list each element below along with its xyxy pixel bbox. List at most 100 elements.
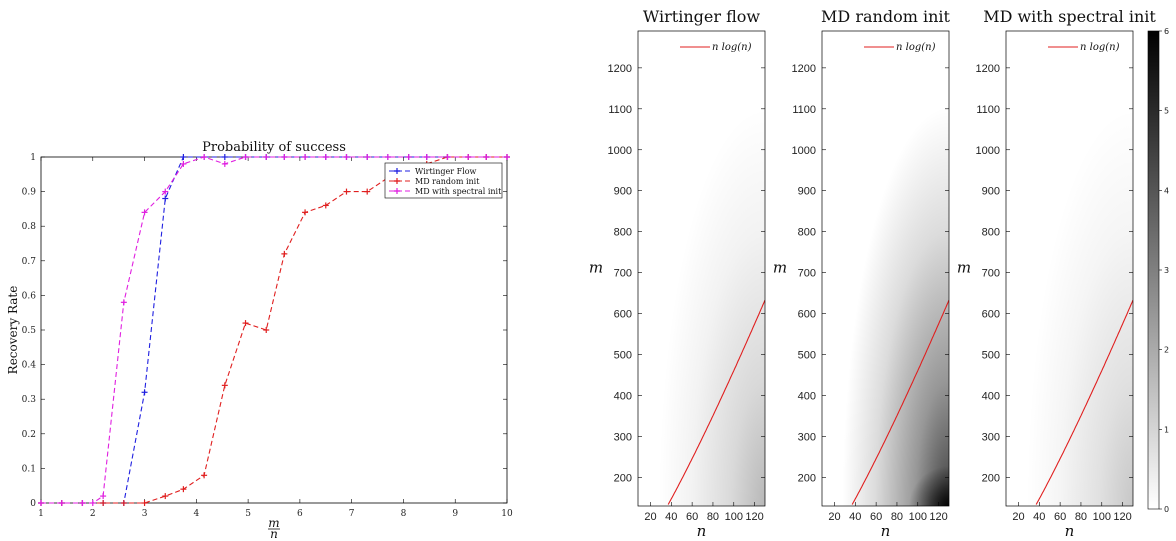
y-tick-label: 800: [798, 227, 816, 239]
line-chart: Probability of success 1 2 3 4 5 6 7 8 9 10 0 0.1 0…: [6, 140, 513, 541]
series-2-point: [162, 493, 169, 500]
x-axis-label: n: [881, 522, 891, 540]
heatmap-title: MD random init: [821, 7, 950, 26]
y-tick-label: 0: [30, 499, 36, 509]
series-3-point: [38, 500, 44, 506]
y-tick-label: 1000: [976, 145, 1000, 157]
heatmap-legend: n log(n): [1048, 42, 1120, 53]
series-3-point: [89, 500, 96, 506]
legend-label-2: MD random init: [415, 177, 480, 186]
y-tick-label: 0.3: [22, 395, 37, 405]
series-3-point: [58, 500, 65, 506]
heatmap-legend: n log(n): [864, 42, 936, 53]
x-tick-label: 60: [1054, 511, 1066, 523]
series-2-point: [263, 327, 270, 333]
series-1-point: [221, 154, 228, 160]
y-tick-label: 200: [614, 472, 632, 484]
series-3-point: [79, 500, 86, 506]
x-tick-label: 9: [452, 509, 458, 519]
x-tick-label: 80: [1075, 511, 1087, 523]
y-tick-label: 0.4: [22, 361, 37, 371]
series-3-point: [322, 154, 329, 160]
series-3-point: [263, 154, 270, 160]
series-3-point: [465, 154, 472, 160]
y-tick-label: 600: [798, 309, 816, 321]
colorbar-tick-label: 5: [1164, 107, 1169, 116]
x-tick-label: 5: [245, 509, 251, 519]
series-3-point: [100, 493, 107, 500]
heatmap-title: Wirtinger flow: [643, 7, 761, 26]
series-line-1: [41, 156, 507, 504]
x-tick-label: 7: [349, 509, 355, 519]
y-tick-label: 800: [982, 227, 1000, 239]
x-axis-label: n: [1065, 522, 1075, 540]
series-2-point: [100, 500, 107, 506]
colorbar-tick-label: 4: [1164, 186, 1169, 195]
heatmap-dark-region: [909, 466, 949, 506]
y-tick-label: 700: [614, 268, 632, 280]
series-2-point: [322, 202, 329, 209]
series-3-point: [504, 154, 510, 160]
x-tick-label: 80: [891, 511, 903, 523]
x-tick-label: 100: [1093, 511, 1111, 523]
heatmap-panel-2: MD random init 20 40 60 80 100 120 200 300 400 500…: [773, 7, 951, 540]
y-axis-label: m: [773, 259, 787, 277]
y-tick-label: 700: [798, 268, 816, 280]
series-2-point: [364, 188, 371, 195]
y-tick-label: 300: [798, 431, 816, 443]
y-tick-label: 400: [614, 390, 632, 402]
y-tick-label: 700: [982, 268, 1000, 280]
series-3-point: [120, 299, 127, 306]
y-tick-label: 0.7: [22, 257, 37, 267]
nlogn-curve: [851, 299, 949, 505]
y-axis-label: m: [589, 259, 603, 277]
x-tick-label: 120: [745, 511, 763, 523]
x-tick-label: 6: [297, 509, 303, 519]
colorbar-tick-label: 3: [1164, 266, 1169, 275]
y-tick-label: 0.5: [22, 326, 37, 336]
y-tick-label: 500: [982, 349, 1000, 361]
colorbar-tick-label: 2: [1164, 346, 1169, 355]
series-1-point: [162, 195, 169, 202]
heatmap-frame: [637, 30, 766, 507]
x-tick-label: 100: [909, 511, 927, 523]
series-3-point: [180, 160, 187, 167]
series-3-point: [343, 154, 350, 160]
heatmap-frame: [1005, 30, 1134, 507]
series-3-point: [242, 154, 249, 160]
y-tick-label: 1200: [792, 63, 816, 75]
y-tick-label: 200: [982, 472, 1000, 484]
y-axis-label: Recovery Rate: [6, 286, 20, 375]
y-tick-label: 0.9: [22, 188, 37, 198]
x-tick-label: 2: [90, 509, 96, 519]
x-tick-label: 100: [725, 511, 743, 523]
x-tick-label: 40: [849, 511, 861, 523]
y-tick-label: 0.2: [22, 430, 36, 440]
series-2-point: [221, 382, 228, 389]
series-3-point: [201, 154, 208, 160]
series-3-point: [281, 154, 288, 160]
series-2-point: [180, 486, 187, 493]
series-3-point: [141, 209, 148, 216]
colorbar-tick-label: 6: [1164, 27, 1169, 36]
series-1-point: [141, 389, 148, 396]
heatmap-panel-1: Wirtinger flow 20 40 60 80 100 120 200 300 400 500…: [589, 7, 766, 540]
heatmap-frame: [821, 30, 950, 507]
x-tick-label: 60: [870, 511, 882, 523]
series-3-point: [364, 154, 371, 160]
legend-box: [384, 162, 503, 199]
y-tick-label: 800: [614, 227, 632, 239]
legend-label-1: Wirtinger Flow: [415, 167, 477, 176]
series-1-point: [180, 154, 187, 160]
y-tick-label: 300: [614, 431, 632, 443]
x-tick-label: 120: [1113, 511, 1131, 523]
y-tick-label: 400: [798, 390, 816, 402]
y-tick-label: 1000: [608, 145, 632, 157]
colorbar-tick-label: 1: [1164, 425, 1169, 434]
y-tick-label: 900: [614, 186, 632, 198]
x-tick-label: 20: [644, 511, 656, 523]
x-tick-label: 10: [501, 509, 513, 519]
x-axis-label: n: [697, 522, 707, 540]
